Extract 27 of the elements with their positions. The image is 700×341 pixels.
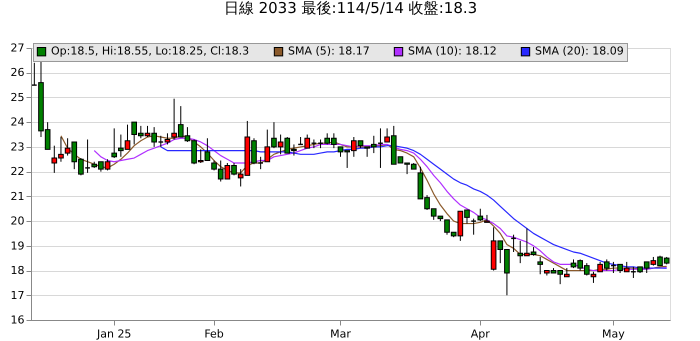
legend-label: SMA (20): 18.09 [535, 44, 624, 58]
candlestick [378, 128, 384, 168]
x-tick-label: May [602, 328, 626, 340]
y-tick-label: 19 [10, 239, 24, 252]
candlestick [510, 234, 516, 252]
y-tick-label: 27 [10, 42, 24, 54]
x-tick-label: Jan 25 [96, 328, 132, 340]
y-tick-label: 23 [10, 140, 24, 154]
y-tick-label: 16 [10, 314, 24, 326]
y-tick-label: 26 [10, 66, 24, 80]
y-tick-label: 18 [10, 264, 24, 278]
y-tick-label: 22 [10, 165, 24, 178]
candlestick [111, 128, 118, 159]
chart-title: 日線 2033 最後:114/5/14 收盤:18.3 [224, 0, 478, 17]
x-tick-label: Apr [470, 328, 490, 340]
y-tick-label: 24 [10, 116, 24, 129]
x-tick-label: Mar [330, 328, 352, 340]
candlestick [477, 208, 484, 222]
y-tick-label: 21 [10, 190, 24, 203]
candlestick [537, 256, 544, 275]
y-tick-label: 17 [10, 288, 24, 302]
y-tick-label: 25 [10, 90, 24, 104]
legend-label: SMA (5): 18.17 [288, 44, 370, 58]
legend-label: SMA (10): 18.12 [408, 44, 497, 58]
legend-label: Op:18.5, Hi:18.55, Lo:18.25, Cl:18.3 [51, 44, 250, 58]
y-tick-label: 20 [10, 214, 24, 228]
x-tick-label: Feb [204, 328, 224, 340]
